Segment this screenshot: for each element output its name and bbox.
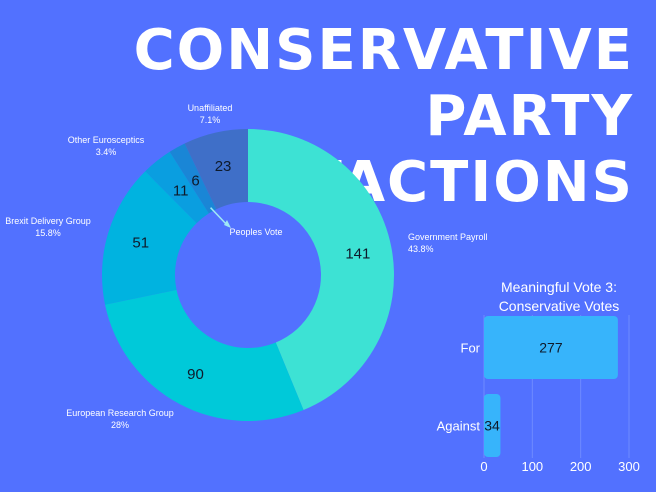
title-line: PARTY <box>425 84 634 149</box>
donut-slice <box>169 143 217 214</box>
donut-chart: 141 Government Payroll 43.8% 90 European Res… <box>5 103 487 430</box>
slice-value-label: 141 <box>345 245 370 262</box>
donut-slice <box>105 289 304 421</box>
donut-slice <box>145 151 209 224</box>
slice-category-label: Government Payroll <box>408 232 488 242</box>
bar-value-label: 277 <box>539 340 563 356</box>
slice-category-label: European Research Group <box>66 408 174 418</box>
slice-category-label: Unaffiliated <box>188 103 233 113</box>
slice-percent-label: 7.1% <box>200 115 221 125</box>
bar-category-label: Against <box>437 419 481 434</box>
slice-value-label: 11 <box>173 183 189 200</box>
slice-value-label: 51 <box>132 235 149 252</box>
bar-value-label: 34 <box>484 418 500 434</box>
bar-chart: Meaningful Vote 3: Conservative Votes 0 100… <box>437 279 640 474</box>
bar-chart-title: Meaningful Vote 3: <box>501 279 617 295</box>
title-line: CONSERVATIVE <box>133 18 634 83</box>
bar <box>484 394 501 457</box>
x-tick-label: 100 <box>521 459 543 474</box>
x-tick-label: 0 <box>480 459 487 474</box>
bar-chart-title: Conservative Votes <box>499 298 620 314</box>
slice-category-label: Peoples Vote <box>229 227 282 237</box>
donut-slice <box>248 129 394 411</box>
donut-slice <box>102 171 197 305</box>
donut-slice <box>184 129 248 210</box>
slice-percent-label: 3.4% <box>96 147 117 157</box>
x-tick-label: 200 <box>570 459 592 474</box>
page-title: CONSERVATIVE PARTY FACTIONS <box>134 18 634 216</box>
leader-line <box>210 207 229 227</box>
x-tick-label: 300 <box>618 459 640 474</box>
slice-value-label: 23 <box>215 158 232 175</box>
slice-value-label: 90 <box>187 366 204 383</box>
bar <box>484 316 618 379</box>
leader-arrow-icon <box>224 220 231 228</box>
slice-percent-label: 43.8% <box>408 244 434 254</box>
bar-category-label: For <box>461 341 481 356</box>
slice-category-label: Brexit Delivery Group <box>5 216 91 226</box>
slice-value-label: 6 <box>191 173 199 190</box>
slice-percent-label: 28% <box>111 420 129 430</box>
slice-percent-label: 15.8% <box>35 228 61 238</box>
slice-category-label: Other Eurosceptics <box>68 135 145 145</box>
